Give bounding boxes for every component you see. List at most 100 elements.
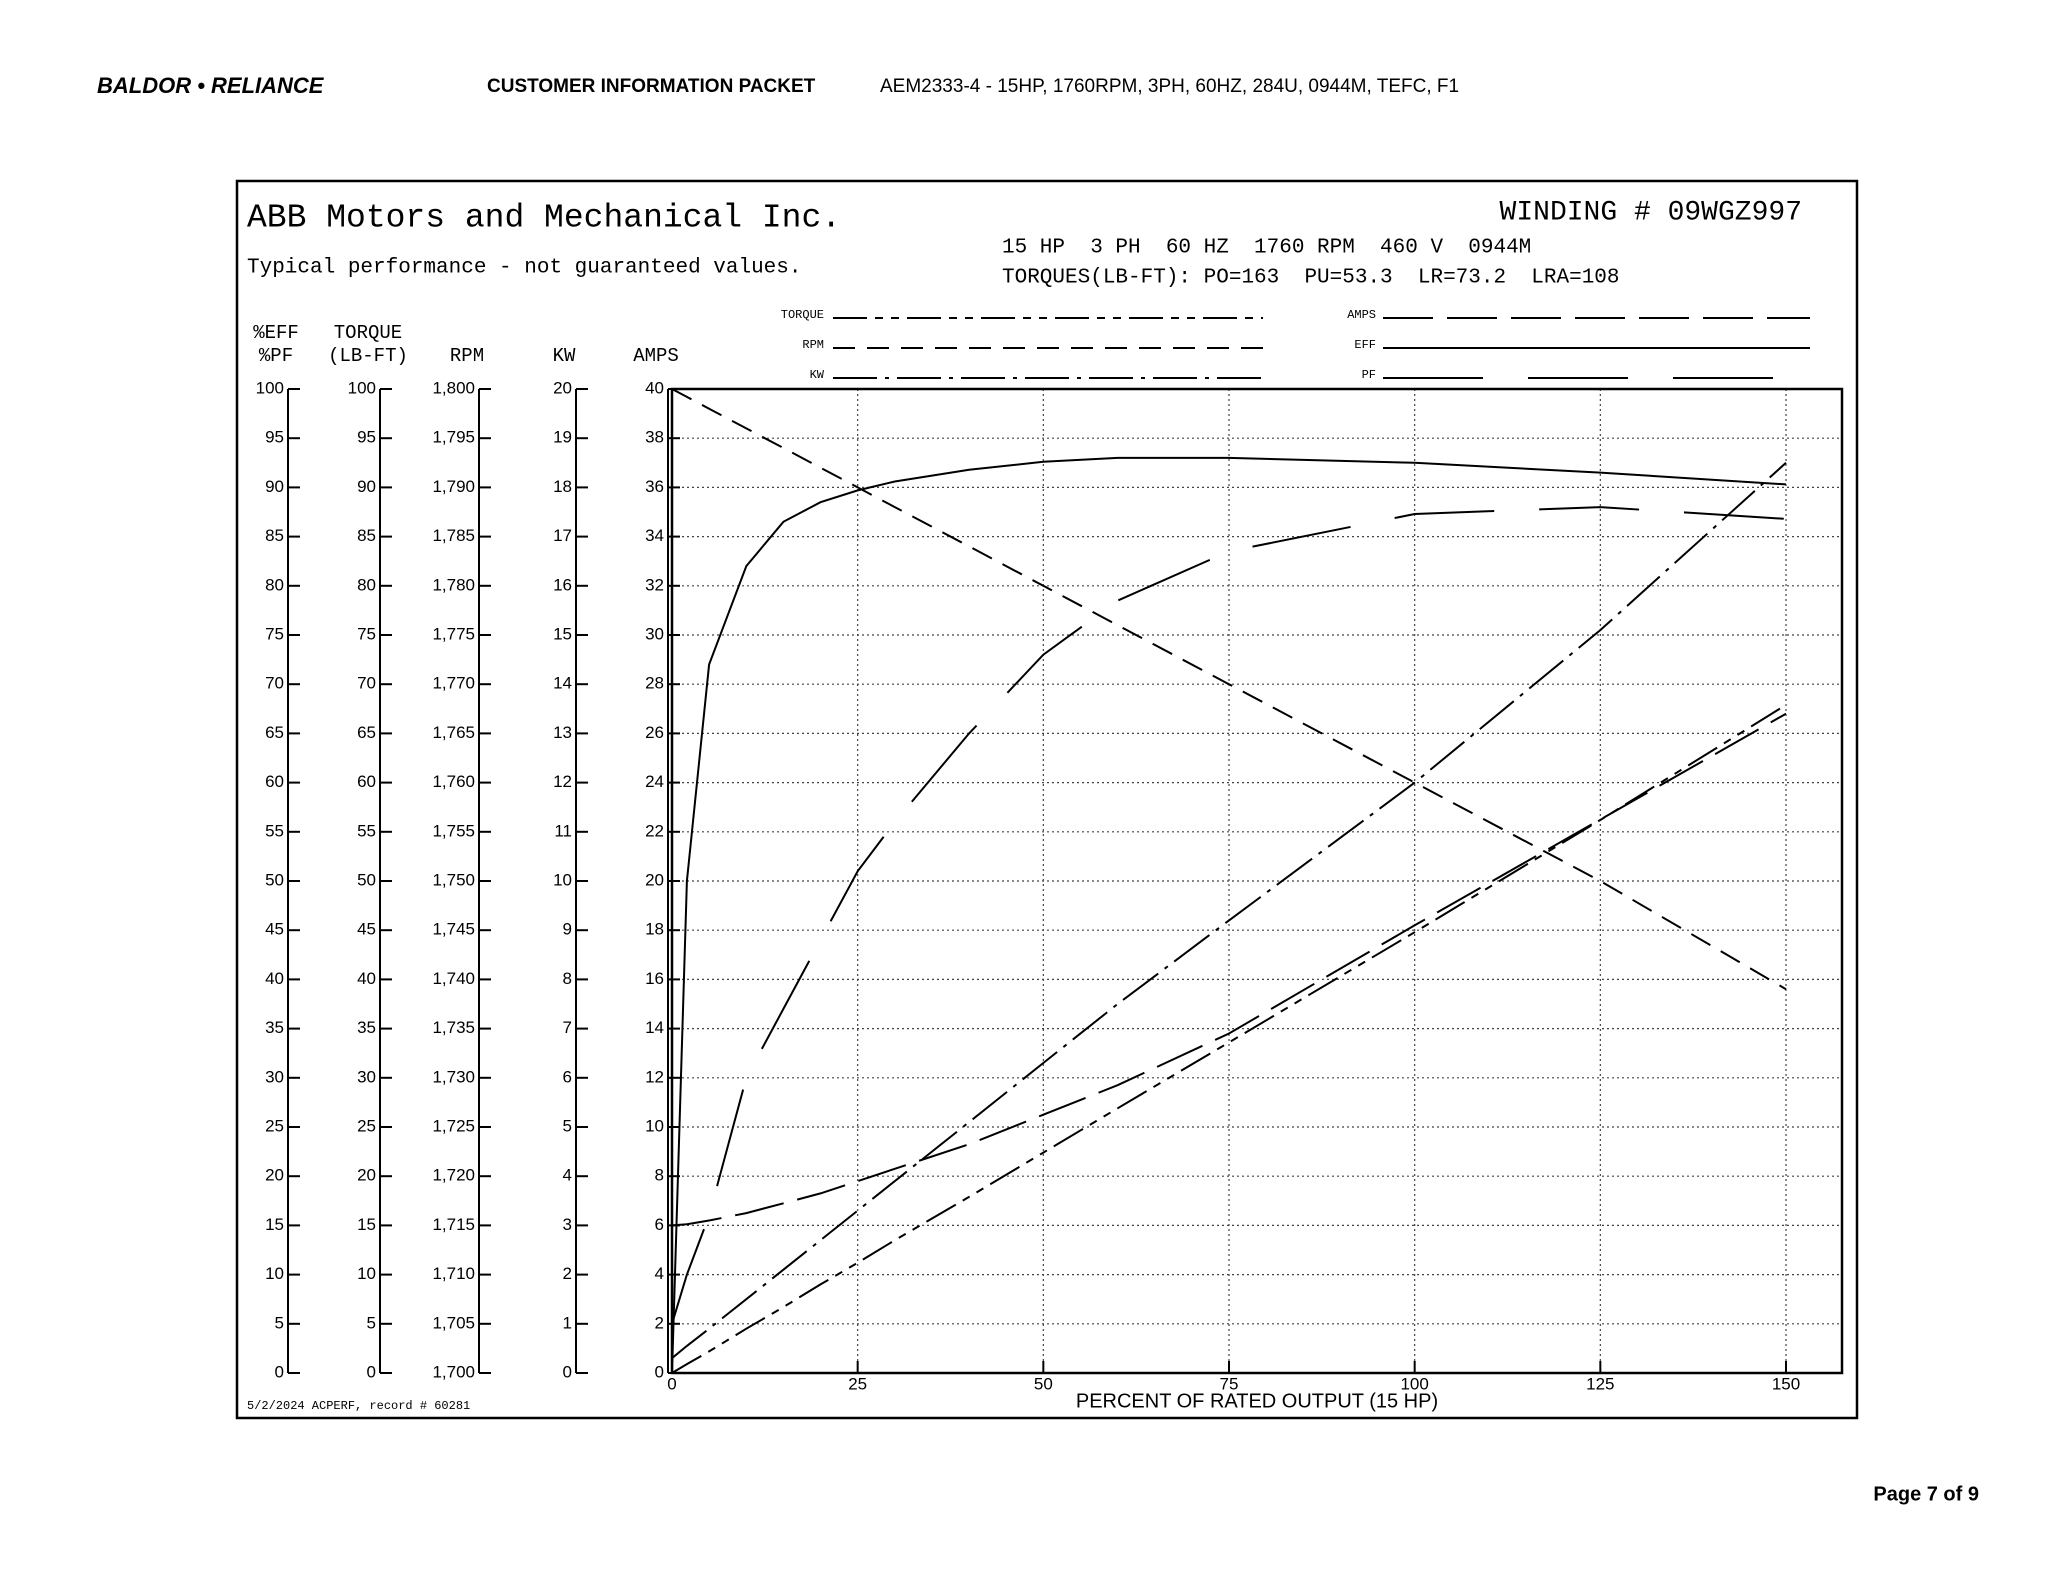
y-tick-label: 1,720 bbox=[432, 1166, 475, 1185]
y-tick-label: 50 bbox=[265, 870, 284, 889]
y-tick-label: 1,740 bbox=[432, 969, 475, 988]
y-tick-label: 85 bbox=[357, 526, 376, 545]
y-tick-label: 60 bbox=[357, 772, 376, 791]
axis-title: TORQUE bbox=[334, 322, 402, 344]
y-tick-label: 70 bbox=[265, 674, 284, 693]
y-tick-label: 22 bbox=[645, 821, 664, 840]
y-tick-label: 10 bbox=[553, 870, 572, 889]
y-tick-label: 35 bbox=[357, 1018, 376, 1037]
y-tick-label: 35 bbox=[265, 1018, 284, 1037]
y-tick-label: 15 bbox=[265, 1215, 284, 1234]
y-tick-label: 13 bbox=[553, 723, 572, 742]
y-tick-label: 65 bbox=[357, 723, 376, 742]
y-tick-label: 1,710 bbox=[432, 1264, 475, 1283]
y-tick-label: 30 bbox=[265, 1067, 284, 1086]
y-tick-label: 65 bbox=[265, 723, 284, 742]
y-tick-label: 1,775 bbox=[432, 624, 475, 643]
legend-label: PF bbox=[1362, 368, 1376, 382]
chart-title: ABB Motors and Mechanical Inc. bbox=[247, 200, 841, 237]
y-tick-label: 1,715 bbox=[432, 1215, 475, 1234]
y-tick-label: 75 bbox=[357, 624, 376, 643]
x-tick-label: 25 bbox=[848, 1374, 867, 1393]
y-tick-label: 18 bbox=[645, 920, 664, 939]
y-tick-label: 40 bbox=[645, 378, 664, 397]
description: AEM2333-4 - 15HP, 1760RPM, 3PH, 60HZ, 28… bbox=[880, 76, 1459, 97]
y-tick-label: 24 bbox=[645, 772, 664, 791]
series-line bbox=[671, 456, 1787, 1374]
series-line bbox=[671, 506, 1787, 1325]
footnote: 5/2/2024 ACPERF, record # 60281 bbox=[247, 1399, 470, 1413]
y-tick-label: 90 bbox=[265, 477, 284, 496]
y-tick-label: 12 bbox=[553, 772, 572, 791]
y-tick-label: 1,780 bbox=[432, 575, 475, 594]
y-tick-label: 100 bbox=[256, 378, 284, 397]
y-tick-label: 1,760 bbox=[432, 772, 475, 791]
y-tick-label: 14 bbox=[645, 1018, 664, 1037]
y-tick-label: 80 bbox=[357, 575, 376, 594]
y-tick-label: 10 bbox=[645, 1116, 664, 1135]
chart-frame bbox=[235, 179, 1859, 1420]
y-tick-label: 20 bbox=[265, 1166, 284, 1185]
y-tick-label: 6 bbox=[563, 1067, 572, 1086]
y-tick-label: 1,730 bbox=[432, 1067, 475, 1086]
legend-label: RPM bbox=[802, 338, 824, 352]
y-tick-label: 30 bbox=[357, 1067, 376, 1086]
y-tick-label: 95 bbox=[357, 428, 376, 447]
y-tick-label: 28 bbox=[645, 674, 664, 693]
x-tick-label: 75 bbox=[1220, 1374, 1239, 1393]
axis-title: %PF bbox=[259, 345, 293, 367]
packet-title: CUSTOMER INFORMATION PACKET bbox=[487, 76, 816, 97]
y-tick-label: 1,800 bbox=[432, 378, 475, 397]
y-tick-label: 75 bbox=[265, 624, 284, 643]
y-tick-label: 1,705 bbox=[432, 1313, 475, 1332]
y-tick-label: 12 bbox=[645, 1067, 664, 1086]
x-tick-label: 100 bbox=[1400, 1374, 1428, 1393]
y-tick-label: 45 bbox=[357, 920, 376, 939]
y-tick-label: 19 bbox=[553, 428, 572, 447]
y-tick-label: 36 bbox=[645, 477, 664, 496]
legend-label: TORQUE bbox=[781, 308, 824, 322]
axis-title: KW bbox=[553, 345, 576, 367]
specs: 15 HP 3 PH 60 HZ 1760 RPM 460 V 0944M bbox=[1002, 237, 1531, 260]
y-tick-label: 26 bbox=[645, 723, 664, 742]
y-tick-label: 55 bbox=[357, 821, 376, 840]
y-tick-label: 1,735 bbox=[432, 1018, 475, 1037]
y-tick-label: 90 bbox=[357, 477, 376, 496]
y-tick-label: 25 bbox=[357, 1116, 376, 1135]
y-tick-label: 38 bbox=[645, 428, 664, 447]
y-tick-label: 30 bbox=[645, 624, 664, 643]
winding: WINDING # 09WGZ997 bbox=[1500, 197, 1802, 228]
y-tick-label: 95 bbox=[265, 428, 284, 447]
y-tick-label: 80 bbox=[265, 575, 284, 594]
x-axis-title: PERCENT OF RATED OUTPUT (15 HP) bbox=[1076, 1390, 1438, 1412]
y-tick-label: 1,795 bbox=[432, 428, 475, 447]
y-tick-label: 4 bbox=[563, 1166, 572, 1185]
x-tick-label: 150 bbox=[1772, 1374, 1800, 1393]
y-tick-label: 0 bbox=[563, 1362, 572, 1381]
y-tick-label: 60 bbox=[265, 772, 284, 791]
y-tick-label: 70 bbox=[357, 674, 376, 693]
y-tick-label: 7 bbox=[563, 1018, 572, 1037]
y-tick-label: 85 bbox=[265, 526, 284, 545]
y-tick-label: 1,755 bbox=[432, 821, 475, 840]
y-tick-label: 16 bbox=[553, 575, 572, 594]
y-tick-label: 10 bbox=[357, 1264, 376, 1283]
y-tick-label: 100 bbox=[348, 378, 376, 397]
series-line bbox=[671, 462, 1787, 1359]
y-tick-label: 45 bbox=[265, 920, 284, 939]
legend-label: AMPS bbox=[1347, 308, 1376, 322]
y-tick-label: 3 bbox=[563, 1215, 572, 1234]
page-number: Page 7 of 9 bbox=[1873, 1483, 1979, 1505]
y-tick-label: 8 bbox=[563, 969, 572, 988]
y-tick-label: 40 bbox=[265, 969, 284, 988]
y-tick-label: 15 bbox=[553, 624, 572, 643]
y-tick-label: 34 bbox=[645, 526, 664, 545]
y-tick-label: 14 bbox=[553, 674, 572, 693]
y-tick-label: 10 bbox=[265, 1264, 284, 1283]
axis-title: AMPS bbox=[633, 345, 679, 367]
y-tick-label: 20 bbox=[645, 870, 664, 889]
y-tick-label: 16 bbox=[645, 969, 664, 988]
y-tick-label: 20 bbox=[357, 1166, 376, 1185]
brand: BALDOR • RELIANCE bbox=[97, 73, 325, 98]
